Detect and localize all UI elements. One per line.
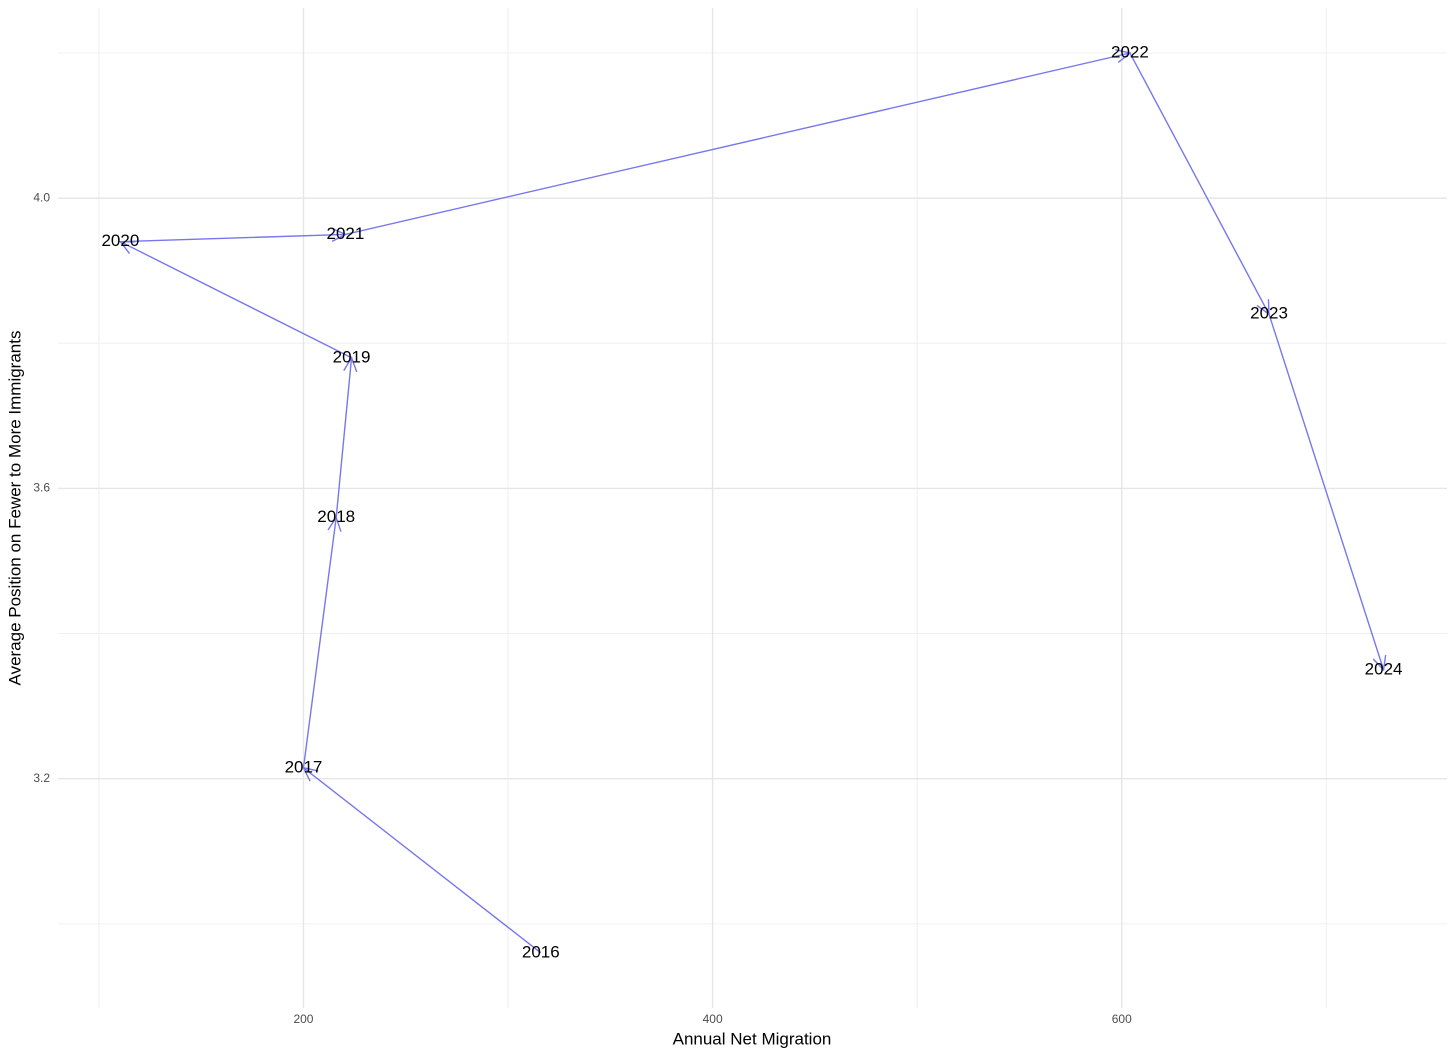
- point-label: 2016: [522, 942, 560, 961]
- x-tick-label: 400: [703, 1012, 723, 1026]
- x-axis-title: Annual Net Migration: [673, 1029, 832, 1048]
- arrowhead: [1372, 654, 1387, 672]
- y-tick-label: 3.2: [33, 771, 50, 785]
- arrowhead: [302, 766, 319, 782]
- arrowhead: [1115, 48, 1132, 63]
- point-label: 2017: [285, 757, 323, 776]
- y-tick-label: 4.0: [33, 190, 50, 204]
- arrowhead: [343, 356, 358, 373]
- connecting-path: [120, 52, 1385, 954]
- x-tick-label: 600: [1112, 1012, 1132, 1026]
- arrowhead: [331, 227, 348, 242]
- point-label: 2019: [333, 347, 371, 366]
- x-tick-label: 200: [293, 1012, 313, 1026]
- point-label: 2018: [317, 507, 355, 526]
- arrowhead: [327, 515, 342, 532]
- arrowhead: [118, 240, 136, 254]
- y-tick-label: 3.6: [33, 481, 50, 495]
- y-axis-title: Average Position on Fewer to More Immigr…: [5, 331, 24, 686]
- point-label: 2024: [1365, 659, 1403, 678]
- point-label: 2021: [327, 224, 365, 243]
- arrowhead: [1256, 299, 1270, 316]
- point-label: 2023: [1250, 304, 1288, 323]
- point-label: 2020: [101, 231, 139, 250]
- point-label: 2022: [1111, 42, 1149, 61]
